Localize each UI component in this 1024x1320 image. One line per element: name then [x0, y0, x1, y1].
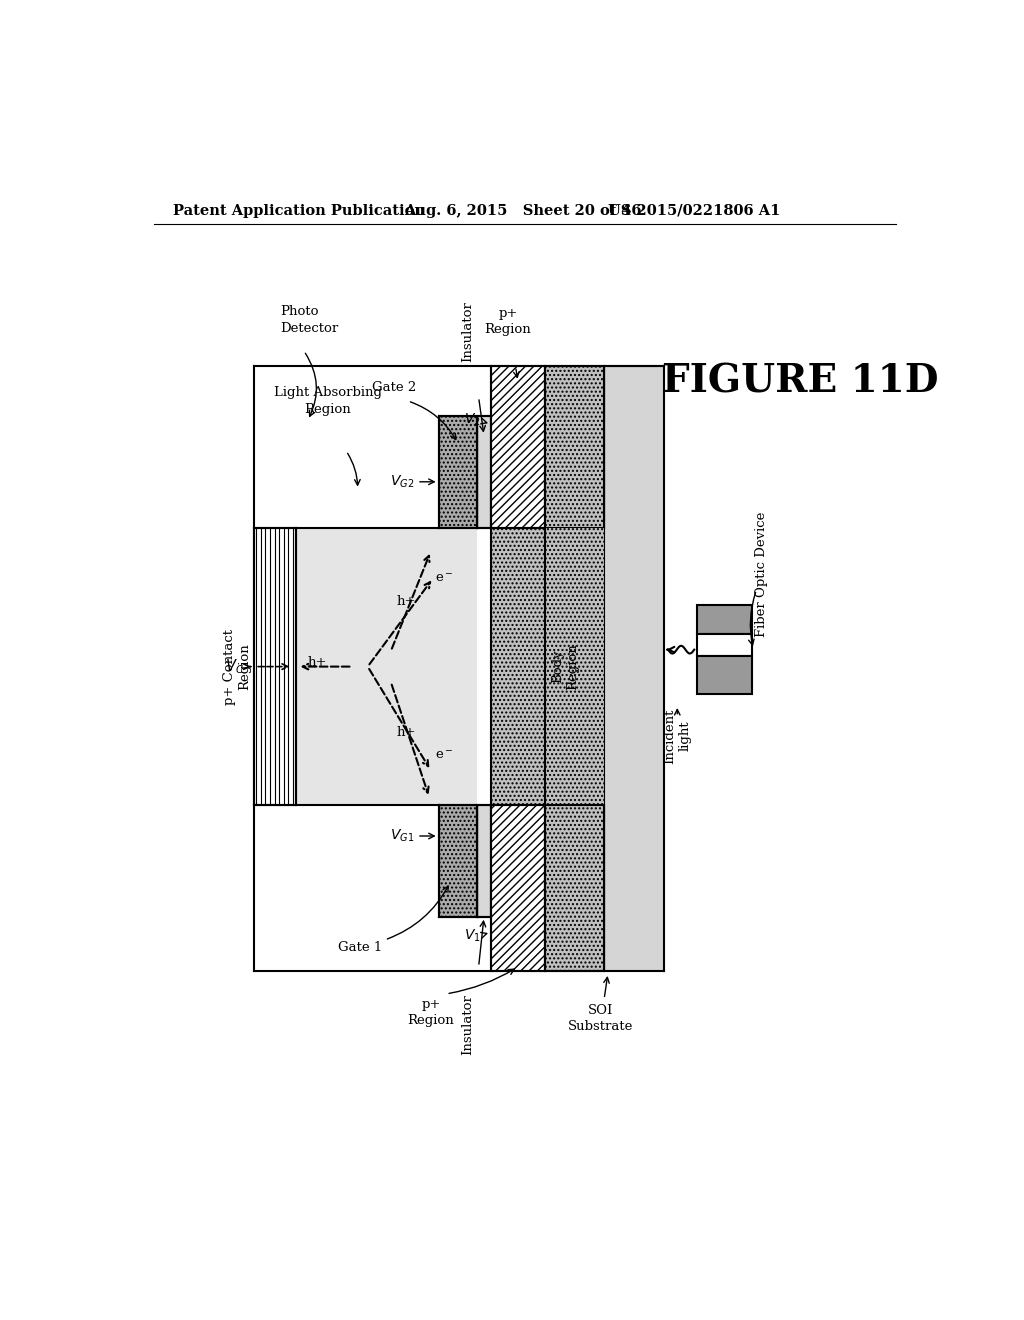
Text: Patent Application Publication: Patent Application Publication [173, 203, 425, 218]
Bar [696, 656, 752, 693]
Text: e$^-$: e$^-$ [435, 748, 454, 762]
Text: h+: h+ [396, 726, 416, 739]
Text: $V_{G2}$: $V_{G2}$ [390, 474, 414, 490]
Text: h+: h+ [308, 656, 328, 669]
Text: Incident
light: Incident light [664, 709, 691, 763]
Bar [490, 367, 545, 528]
Text: $V_2$: $V_2$ [464, 412, 481, 429]
Bar [477, 416, 490, 528]
Text: $V_{G1}$: $V_{G1}$ [390, 828, 414, 845]
Text: Insulator: Insulator [462, 994, 474, 1055]
Text: Aug. 6, 2015   Sheet 20 of 46: Aug. 6, 2015 Sheet 20 of 46 [403, 203, 641, 218]
Text: Fiber Optic Device: Fiber Optic Device [756, 512, 768, 636]
Bar [296, 528, 438, 805]
Text: h+: h+ [396, 594, 416, 607]
Text: Gate 1: Gate 1 [338, 941, 382, 954]
Text: US 2015/0221806 A1: US 2015/0221806 A1 [608, 203, 780, 218]
Text: p+ Contact
Region: p+ Contact Region [223, 628, 251, 705]
Bar [545, 528, 604, 805]
Text: e$^-$: e$^-$ [435, 572, 454, 585]
Text: $V_C$: $V_C$ [225, 657, 245, 676]
Text: Insulator: Insulator [462, 301, 474, 363]
Bar [696, 634, 752, 656]
Text: p+
Region: p+ Region [408, 998, 455, 1027]
Text: Body
Region: Body Region [552, 643, 580, 690]
Bar [254, 528, 296, 805]
Bar [438, 416, 477, 528]
Bar [545, 367, 604, 528]
Text: Photo
Detector: Photo Detector [281, 305, 339, 335]
Bar [604, 805, 665, 970]
Text: FIGURE 11D: FIGURE 11D [663, 363, 939, 401]
Bar [604, 367, 665, 528]
Bar [438, 805, 477, 917]
Text: p+
Region: p+ Region [484, 306, 531, 335]
Bar [604, 528, 665, 805]
Bar [696, 605, 752, 634]
Text: Light Absorbing
Region: Light Absorbing Region [273, 387, 382, 416]
Text: Gate 2: Gate 2 [372, 381, 416, 395]
Bar [490, 805, 545, 970]
Bar [477, 805, 490, 917]
Bar [490, 528, 545, 805]
Bar [438, 528, 477, 805]
Text: $V_1$: $V_1$ [464, 928, 481, 944]
Bar [545, 805, 604, 970]
Text: SOI
Substrate: SOI Substrate [567, 1003, 633, 1032]
